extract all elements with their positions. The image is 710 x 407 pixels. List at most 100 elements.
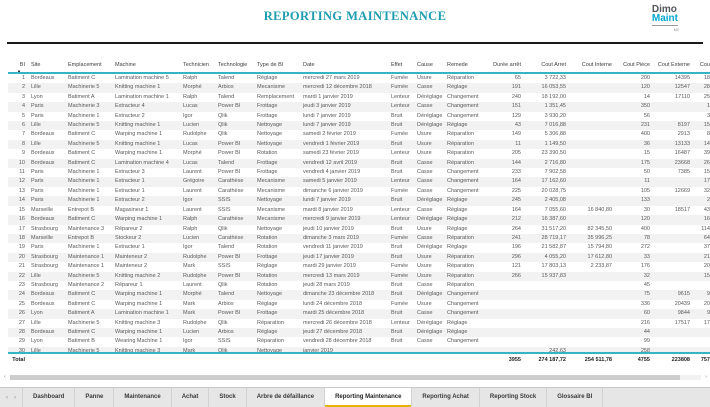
column-header-emplacement[interactable]: Emplacement — [68, 62, 102, 68]
cell-type_de_bi: Rotation — [257, 244, 278, 251]
cell-type_de_bi: Frottage — [257, 159, 278, 166]
cell-type_de_bi: Nettoyage — [257, 131, 283, 138]
cell-technologie: SSIS — [218, 197, 231, 204]
cell-cout_piece: 75 — [643, 291, 650, 298]
tab-maintenance[interactable]: Maintenance — [114, 388, 172, 407]
cell-duree_arret: 225 — [511, 187, 521, 194]
table-row: 15 Marseille Entrepot B Magasineur 1 Laurent… — [8, 206, 710, 215]
cell-remede: Changement — [447, 169, 479, 176]
tab-nav-right-icon[interactable]: › — [14, 394, 16, 401]
tab-reporting-maintenance[interactable]: Reporting Maintenance — [325, 388, 413, 407]
scrollbar-track[interactable] — [10, 375, 701, 380]
cell-bi: 12 — [18, 178, 25, 185]
cell-cout_plus: 20 — [703, 300, 710, 307]
cell-cout_piece: 176 — [640, 263, 650, 270]
column-header-machine[interactable]: Machine — [115, 62, 136, 68]
column-header-type_de_bi[interactable]: Type de BI — [257, 62, 284, 68]
table-row: 13 Paris Machinerie 1 Extracteur 1 Laurent Ca… — [8, 187, 710, 196]
cell-cout_arret — [527, 319, 572, 328]
cell-cout_externe — [656, 215, 696, 224]
column-header-cout_arret[interactable]: Cout Arret — [541, 62, 566, 68]
cell-bi: 28 — [18, 328, 25, 335]
cell-cout_externe — [656, 102, 696, 111]
column-header-date[interactable]: Date — [303, 62, 315, 68]
cell-cout_plus — [696, 337, 710, 346]
cell-machine: Warping machine 1 — [115, 291, 163, 298]
column-header-cout_interne[interactable]: Cout Interne — [581, 62, 612, 68]
tab-nav-left-icon[interactable]: ‹ — [6, 394, 8, 401]
cell-cout_piece: 120 — [640, 84, 650, 91]
cell-cout_piece: 14 — [643, 93, 650, 100]
column-header-cout_plus[interactable]: Cou — [699, 62, 710, 68]
tab-glossaire-bi[interactable]: Glossaire BI — [547, 388, 604, 407]
logo-line1: Dimo — [651, 4, 677, 15]
cell-site: Lyon — [31, 93, 43, 100]
cell-cout_externe — [656, 225, 696, 234]
cell-bi: 6 — [21, 122, 25, 129]
table-row: 5 Paris Machinerie 1 Extracteur 2 Igor Qlik Fr… — [8, 112, 710, 121]
scrollbar-thumb[interactable] — [10, 375, 681, 380]
column-header-cout_piece[interactable]: Cout Pièce — [623, 62, 650, 68]
cell-date: jeudi 3 janvier 2019 — [303, 103, 351, 110]
cell-effet: Bruit — [391, 197, 403, 204]
cell-cout_externe — [656, 281, 696, 290]
tab-reporting-stock[interactable]: Reporting Stock — [480, 388, 548, 407]
tab-arbre-de-défaillance[interactable]: Arbre de défaillance — [247, 388, 326, 407]
horizontal-scrollbar[interactable]: ‹ › — [0, 374, 710, 381]
cell-emplacement: Machinerie 1 — [68, 244, 100, 251]
column-header-remede[interactable]: Remede — [447, 62, 468, 68]
column-header-cout_externe[interactable]: Cout Externe — [657, 62, 690, 68]
cell-duree_arret: 240 — [511, 93, 521, 100]
cell-technicien: Rudolphe — [183, 272, 207, 279]
cell-cout_externe — [656, 337, 696, 346]
cell-machine: Répareur 2 — [115, 225, 143, 232]
column-header-cause[interactable]: Cause — [417, 62, 433, 68]
cell-cause: Casse — [417, 84, 433, 91]
cell-emplacement: Machinerie 5 — [68, 272, 100, 279]
total-remede — [447, 354, 489, 367]
total-bi: Total — [12, 357, 25, 363]
tab-reporting-achat[interactable]: Reporting Achat — [412, 388, 480, 407]
tab-stock[interactable]: Stock — [209, 388, 247, 407]
cell-cout_arret: 31 517,20 — [541, 225, 566, 232]
scroll-right-icon[interactable]: › — [705, 374, 707, 380]
scroll-left-icon[interactable]: ‹ — [4, 374, 6, 380]
cell-technologie: Qlik — [218, 131, 228, 138]
logo-rule: MX — [651, 25, 679, 32]
cell-type_de_bi: Remplacement — [257, 93, 294, 100]
cell-technicien: Rudolphe — [183, 131, 207, 138]
column-header-technicien[interactable]: Technicien — [183, 62, 209, 68]
cell-cout_piece: 45 — [643, 281, 650, 288]
cell-type_de_bi: Mecanisme — [257, 216, 286, 223]
cell-cause: Usure — [417, 131, 432, 138]
cell-emplacement: Batiment C — [68, 300, 96, 307]
column-header-site[interactable]: Site — [31, 62, 41, 68]
cell-date: mardi 8 janvier 2019 — [303, 206, 353, 213]
cell-date: mercredi 13 mars 2019 — [303, 272, 360, 279]
cell-machine: Lamination machine 5 — [115, 75, 169, 81]
cell-technicien: Laurent — [183, 187, 202, 194]
cell-effet: Bruit — [391, 112, 403, 119]
tab-achat[interactable]: Achat — [172, 388, 210, 407]
column-header-duree_arret[interactable]: Durée arrêt — [493, 62, 521, 68]
cell-type_de_bi: Frottage — [257, 169, 278, 176]
column-header-effet[interactable]: Effet — [391, 62, 403, 68]
cell-technologie: SSIS — [218, 206, 231, 213]
tab-dashboard[interactable]: Dashboard — [22, 388, 76, 407]
cell-emplacement: Batiment C — [68, 216, 96, 223]
tab-panne[interactable]: Panne — [75, 388, 115, 407]
cell-cout_interne: 82 345,50 — [587, 225, 612, 232]
column-header-bi[interactable]: BI ▲ — [8, 61, 31, 72]
column-header-technologie[interactable]: Technologie — [218, 62, 248, 68]
cell-cout_plus: 15 — [703, 122, 710, 129]
cell-remede: Réglage — [447, 319, 468, 326]
cell-date: mercredi 26 décembre 2018 — [303, 319, 372, 326]
cell-cout_interne — [572, 337, 618, 346]
cell-cout_arret: 7 055,60 — [544, 206, 566, 213]
cell-cout_externe: 2913 — [677, 131, 690, 138]
cell-cout_interne — [572, 121, 618, 130]
table-row: 27 Lille Machinerie 5 Knitting machine 3 Rud… — [8, 319, 710, 328]
cell-type_de_bi: Mecanisme — [257, 178, 286, 185]
cell-effet: Fumée — [391, 187, 409, 194]
cell-remede: Changement — [447, 112, 479, 119]
